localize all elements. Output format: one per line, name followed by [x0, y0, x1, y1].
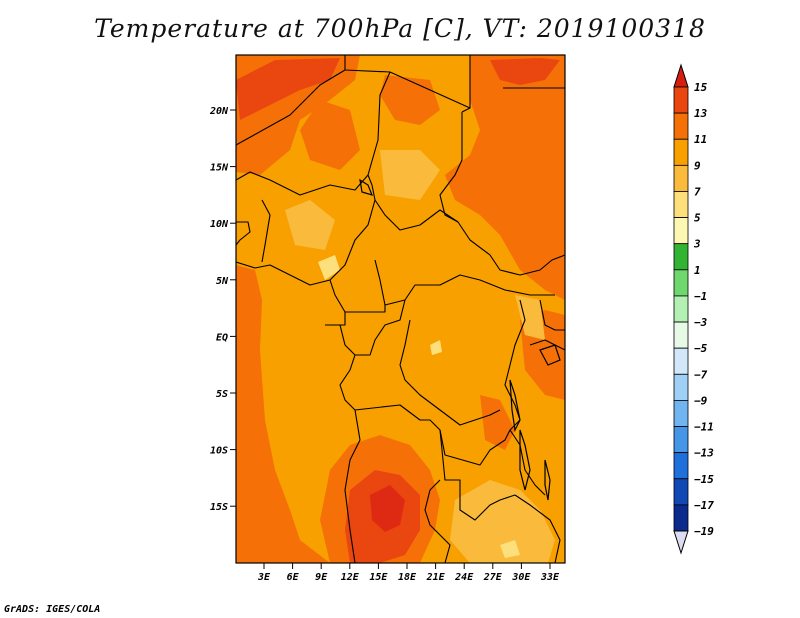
colorbar-label: −17: [694, 499, 714, 512]
colorbar-label: −1: [694, 290, 707, 303]
colorbar-label: 11: [694, 133, 707, 146]
field-15-plus-core: [370, 485, 405, 532]
colorbar-box: [673, 400, 689, 427]
colorbar-box: [673, 478, 689, 506]
map-frame: [235, 54, 566, 564]
colorbar-label: −9: [694, 394, 708, 407]
lat-tick-label: 20N: [209, 106, 229, 117]
colorbar-label: 3: [693, 238, 701, 251]
colorbar-label: 9: [694, 159, 701, 172]
colorbar-box: [673, 191, 689, 218]
longitude-axis: 3E 6E 9E 12E 15E 18E 21E 24E 27E 30E 33E: [257, 563, 560, 583]
colorbar-box: [673, 243, 689, 271]
field-5-7-spot-3: [500, 540, 520, 558]
field-7-9-north: [380, 150, 440, 200]
lat-tick-label: 5N: [216, 276, 229, 287]
lon-tick-label: 3E: [257, 572, 271, 583]
lon-tick-label: 27E: [483, 572, 503, 583]
colorbar-box: [673, 373, 689, 401]
colorbar-box: [673, 295, 689, 323]
grads-credit: GrADS: IGES/COLA: [4, 604, 101, 615]
field-11-13-north-center: [300, 100, 360, 170]
colorbar-label: 15: [694, 81, 708, 94]
lon-tick-label: 18E: [398, 572, 417, 583]
colorbar-bottom-cap: [673, 530, 689, 555]
lake-outlines: [359, 178, 561, 501]
colorbar-label: −15: [694, 473, 714, 486]
colorbar-label: −7: [694, 368, 708, 381]
field-11-13-east-central: [480, 395, 515, 450]
colorbar-box: [673, 112, 689, 140]
latitude-axis: 20N 15N 10N 5N EQ 5S 10S 15S: [209, 106, 236, 513]
colorbar-box: [673, 269, 689, 297]
colorbar-label: −11: [694, 421, 714, 434]
colorbar-label: 5: [694, 212, 701, 225]
lon-tick-label: 24E: [454, 572, 474, 583]
field-13-15-north: [236, 58, 340, 120]
lat-tick-label: 15N: [210, 163, 229, 174]
field-7-9-east: [450, 480, 555, 563]
colorbar-box: [673, 321, 689, 349]
colorbar-box: [673, 347, 689, 375]
lat-tick-label: 15S: [210, 502, 228, 513]
field-11-13-west-coast: [236, 265, 330, 563]
lat-tick-label: 10N: [210, 219, 229, 230]
lon-tick-label: 6E: [287, 572, 300, 583]
chart-title: Temperature at 700hPa [C], VT: 201910031…: [94, 14, 706, 43]
lon-tick-label: 9E: [315, 572, 328, 583]
colorbar-box: [673, 164, 689, 192]
colorbar-box: [673, 138, 689, 166]
field-7-9-lakes: [515, 295, 545, 340]
colorbar-box: [673, 504, 689, 532]
lon-tick-label: 33E: [540, 572, 560, 583]
field-11-13-northeast: [445, 55, 565, 300]
colorbar-box: [673, 426, 689, 454]
lat-tick-label: 10S: [210, 446, 228, 457]
colorbar-label: −5: [694, 342, 708, 355]
lon-tick-label: 21E: [426, 572, 446, 583]
colorbar-label: 7: [694, 185, 701, 198]
colorbar-label: −3: [694, 316, 708, 329]
field-5-7-spot-2: [430, 340, 442, 355]
colorbar-top-cap: [673, 63, 689, 88]
colorbar: 15 13 11 9 7 5 3 1 −1 −3 −5 −7 −9 −11 −13 −15 −17 −19: [673, 63, 714, 555]
colorbar-label: −19: [694, 525, 714, 538]
colorbar-label: −13: [694, 447, 714, 460]
lon-tick-label: 12E: [341, 572, 360, 583]
colorbar-box: [673, 86, 689, 114]
colorbar-box: [673, 217, 689, 245]
field-13-15-northeast: [490, 58, 560, 85]
map-field: [236, 55, 565, 563]
lon-tick-label: 30E: [511, 572, 531, 583]
lat-tick-label: EQ: [216, 332, 228, 343]
colorbar-label: 1: [694, 264, 701, 277]
colorbar-label: 13: [694, 107, 708, 120]
colorbar-box: [673, 452, 689, 480]
lon-tick-label: 15E: [369, 572, 388, 583]
field-7-9-west: [285, 200, 335, 250]
lat-tick-label: 5S: [216, 389, 228, 400]
country-borders: [236, 55, 565, 563]
field-5-7-spot-1: [318, 255, 340, 280]
